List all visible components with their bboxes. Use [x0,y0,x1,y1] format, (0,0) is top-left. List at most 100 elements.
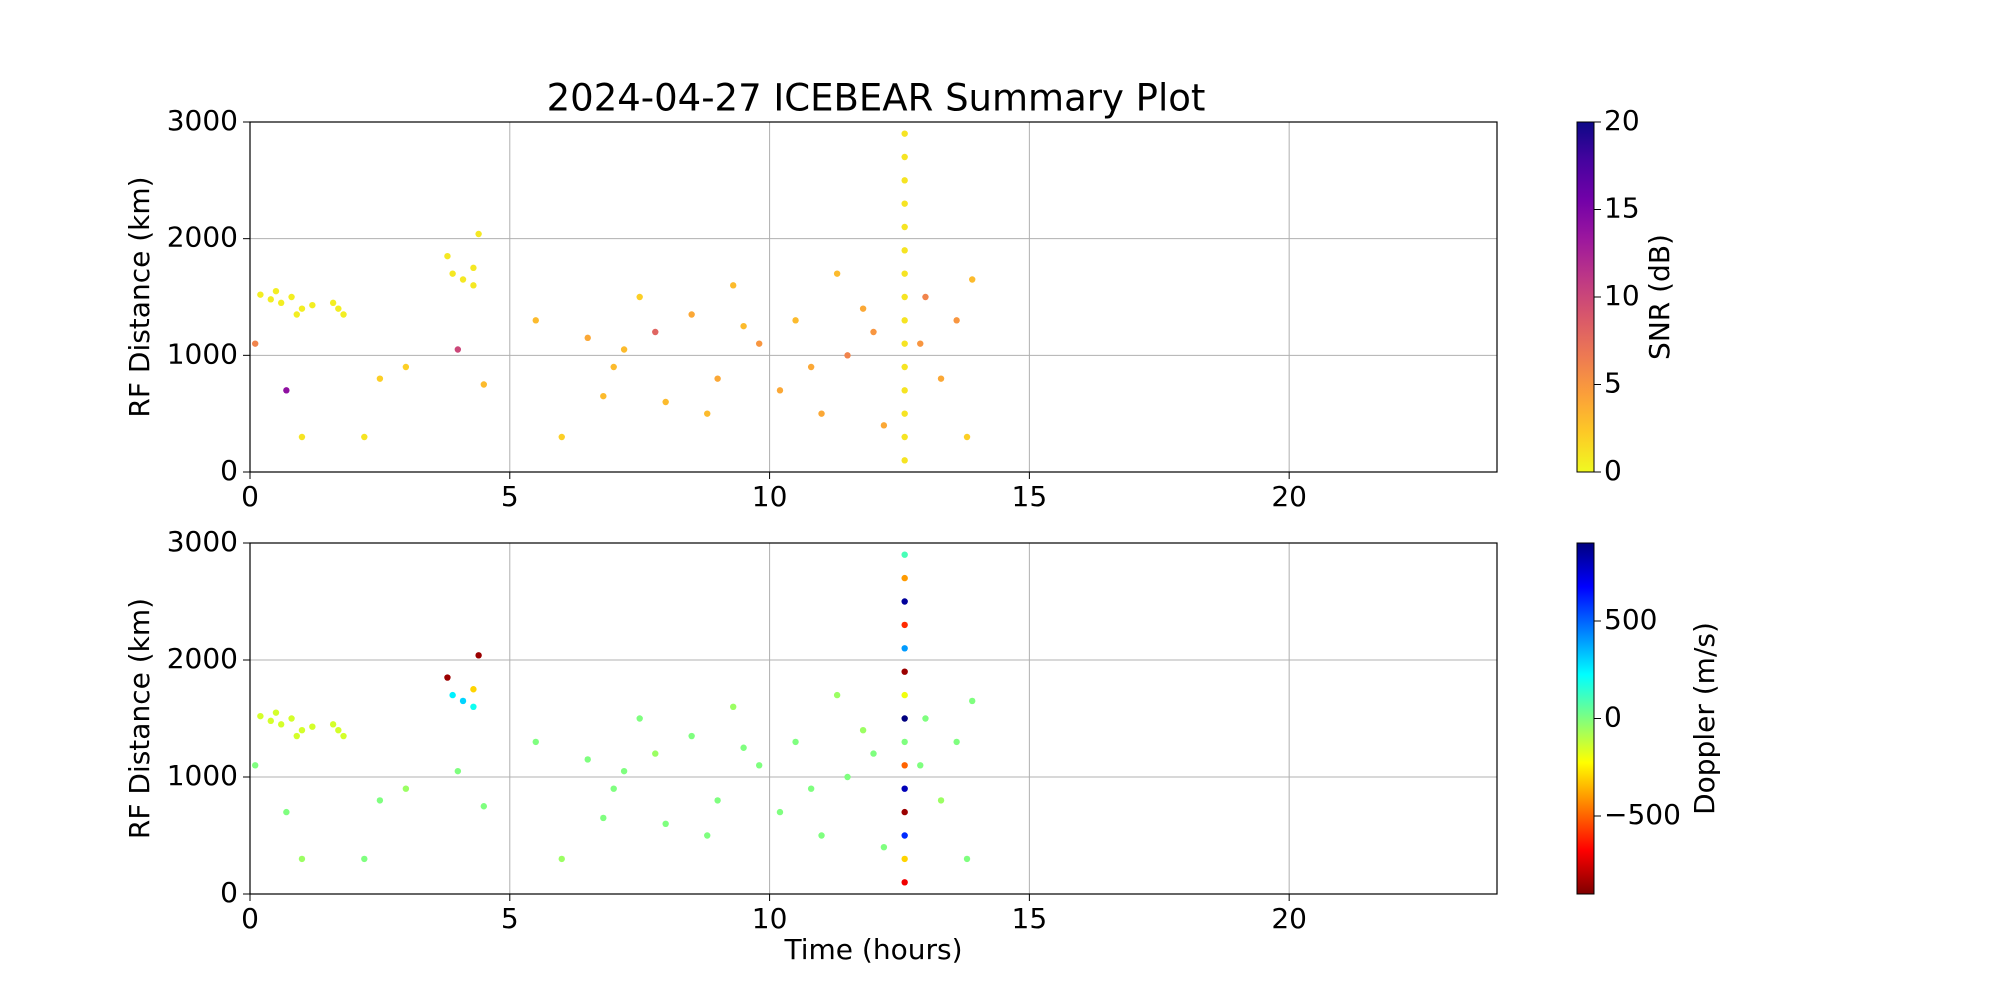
point [558,433,565,441]
point [937,797,945,804]
point [901,177,908,184]
point [470,264,477,272]
colorbar [1576,121,1595,473]
point [688,311,695,318]
point [454,346,462,353]
point [309,301,316,309]
point [251,762,259,769]
colorbar-tick-label: 10 [1604,279,1640,312]
x-axis-label: Time (hours) [784,933,963,966]
point [636,293,643,301]
point [288,715,295,722]
x-tick-label: 10 [752,902,788,935]
point [335,727,342,734]
point [901,387,908,394]
point [298,855,306,863]
point [298,305,306,312]
point [293,311,300,318]
point [449,270,456,277]
point [901,457,908,464]
point [740,744,747,751]
point [901,668,908,675]
point [776,387,784,394]
point [755,762,763,769]
point [610,785,617,792]
point [277,721,285,728]
point [969,697,976,705]
point [470,686,477,693]
point [792,738,799,746]
x-tick-label: 0 [241,480,259,513]
point [880,422,888,429]
axes-frame [249,121,1498,473]
point [662,820,669,827]
point [584,334,591,342]
point [901,855,908,863]
point [459,697,467,705]
point [901,762,908,769]
point [532,738,539,746]
colorbar-tick-label: 5 [1604,367,1622,400]
point [402,785,410,792]
point [714,797,721,804]
point [480,803,488,810]
y-tick-label: 0 [220,876,238,909]
point [901,247,908,254]
point [688,732,695,740]
point [444,674,451,681]
point [257,291,264,298]
point [901,621,908,629]
point [953,738,960,746]
point [953,317,960,324]
y-tick-label: 1000 [167,337,238,370]
y-tick-label: 1000 [167,759,238,792]
point [558,855,565,863]
point [480,381,488,388]
point [730,703,737,710]
y-axis-label: RF Distance (km) [123,598,156,839]
point [714,375,721,382]
point [730,282,737,289]
point [402,363,410,371]
x-tick-label: 20 [1271,902,1307,935]
point [361,433,368,441]
point [901,200,908,207]
point [901,153,908,161]
point [901,130,908,137]
point [340,732,347,740]
point [901,738,908,746]
point [901,691,908,699]
point [532,317,539,324]
point [449,691,456,699]
colorbar-tick-label: 0 [1604,701,1622,734]
point [361,855,368,863]
point [459,276,467,283]
point [329,299,337,307]
point [376,797,384,804]
y-tick-label: 2000 [167,642,238,675]
point [870,750,877,757]
point [937,375,945,382]
colorbar-label: Doppler (m/s) [1688,622,1721,815]
axes-frame [249,542,1498,895]
point [807,363,815,371]
point [901,433,908,441]
point [901,293,908,301]
point [600,814,607,822]
point [283,387,290,394]
point [475,230,482,238]
x-tick-label: 15 [1012,902,1048,935]
point [859,305,867,312]
point [704,410,711,417]
point [277,299,285,307]
point [298,433,306,441]
point [652,750,659,757]
point [833,691,841,699]
point [917,340,924,347]
point [376,375,384,382]
point [963,433,971,441]
point [870,328,877,336]
point [257,712,264,720]
point [901,574,908,582]
point [652,328,659,336]
